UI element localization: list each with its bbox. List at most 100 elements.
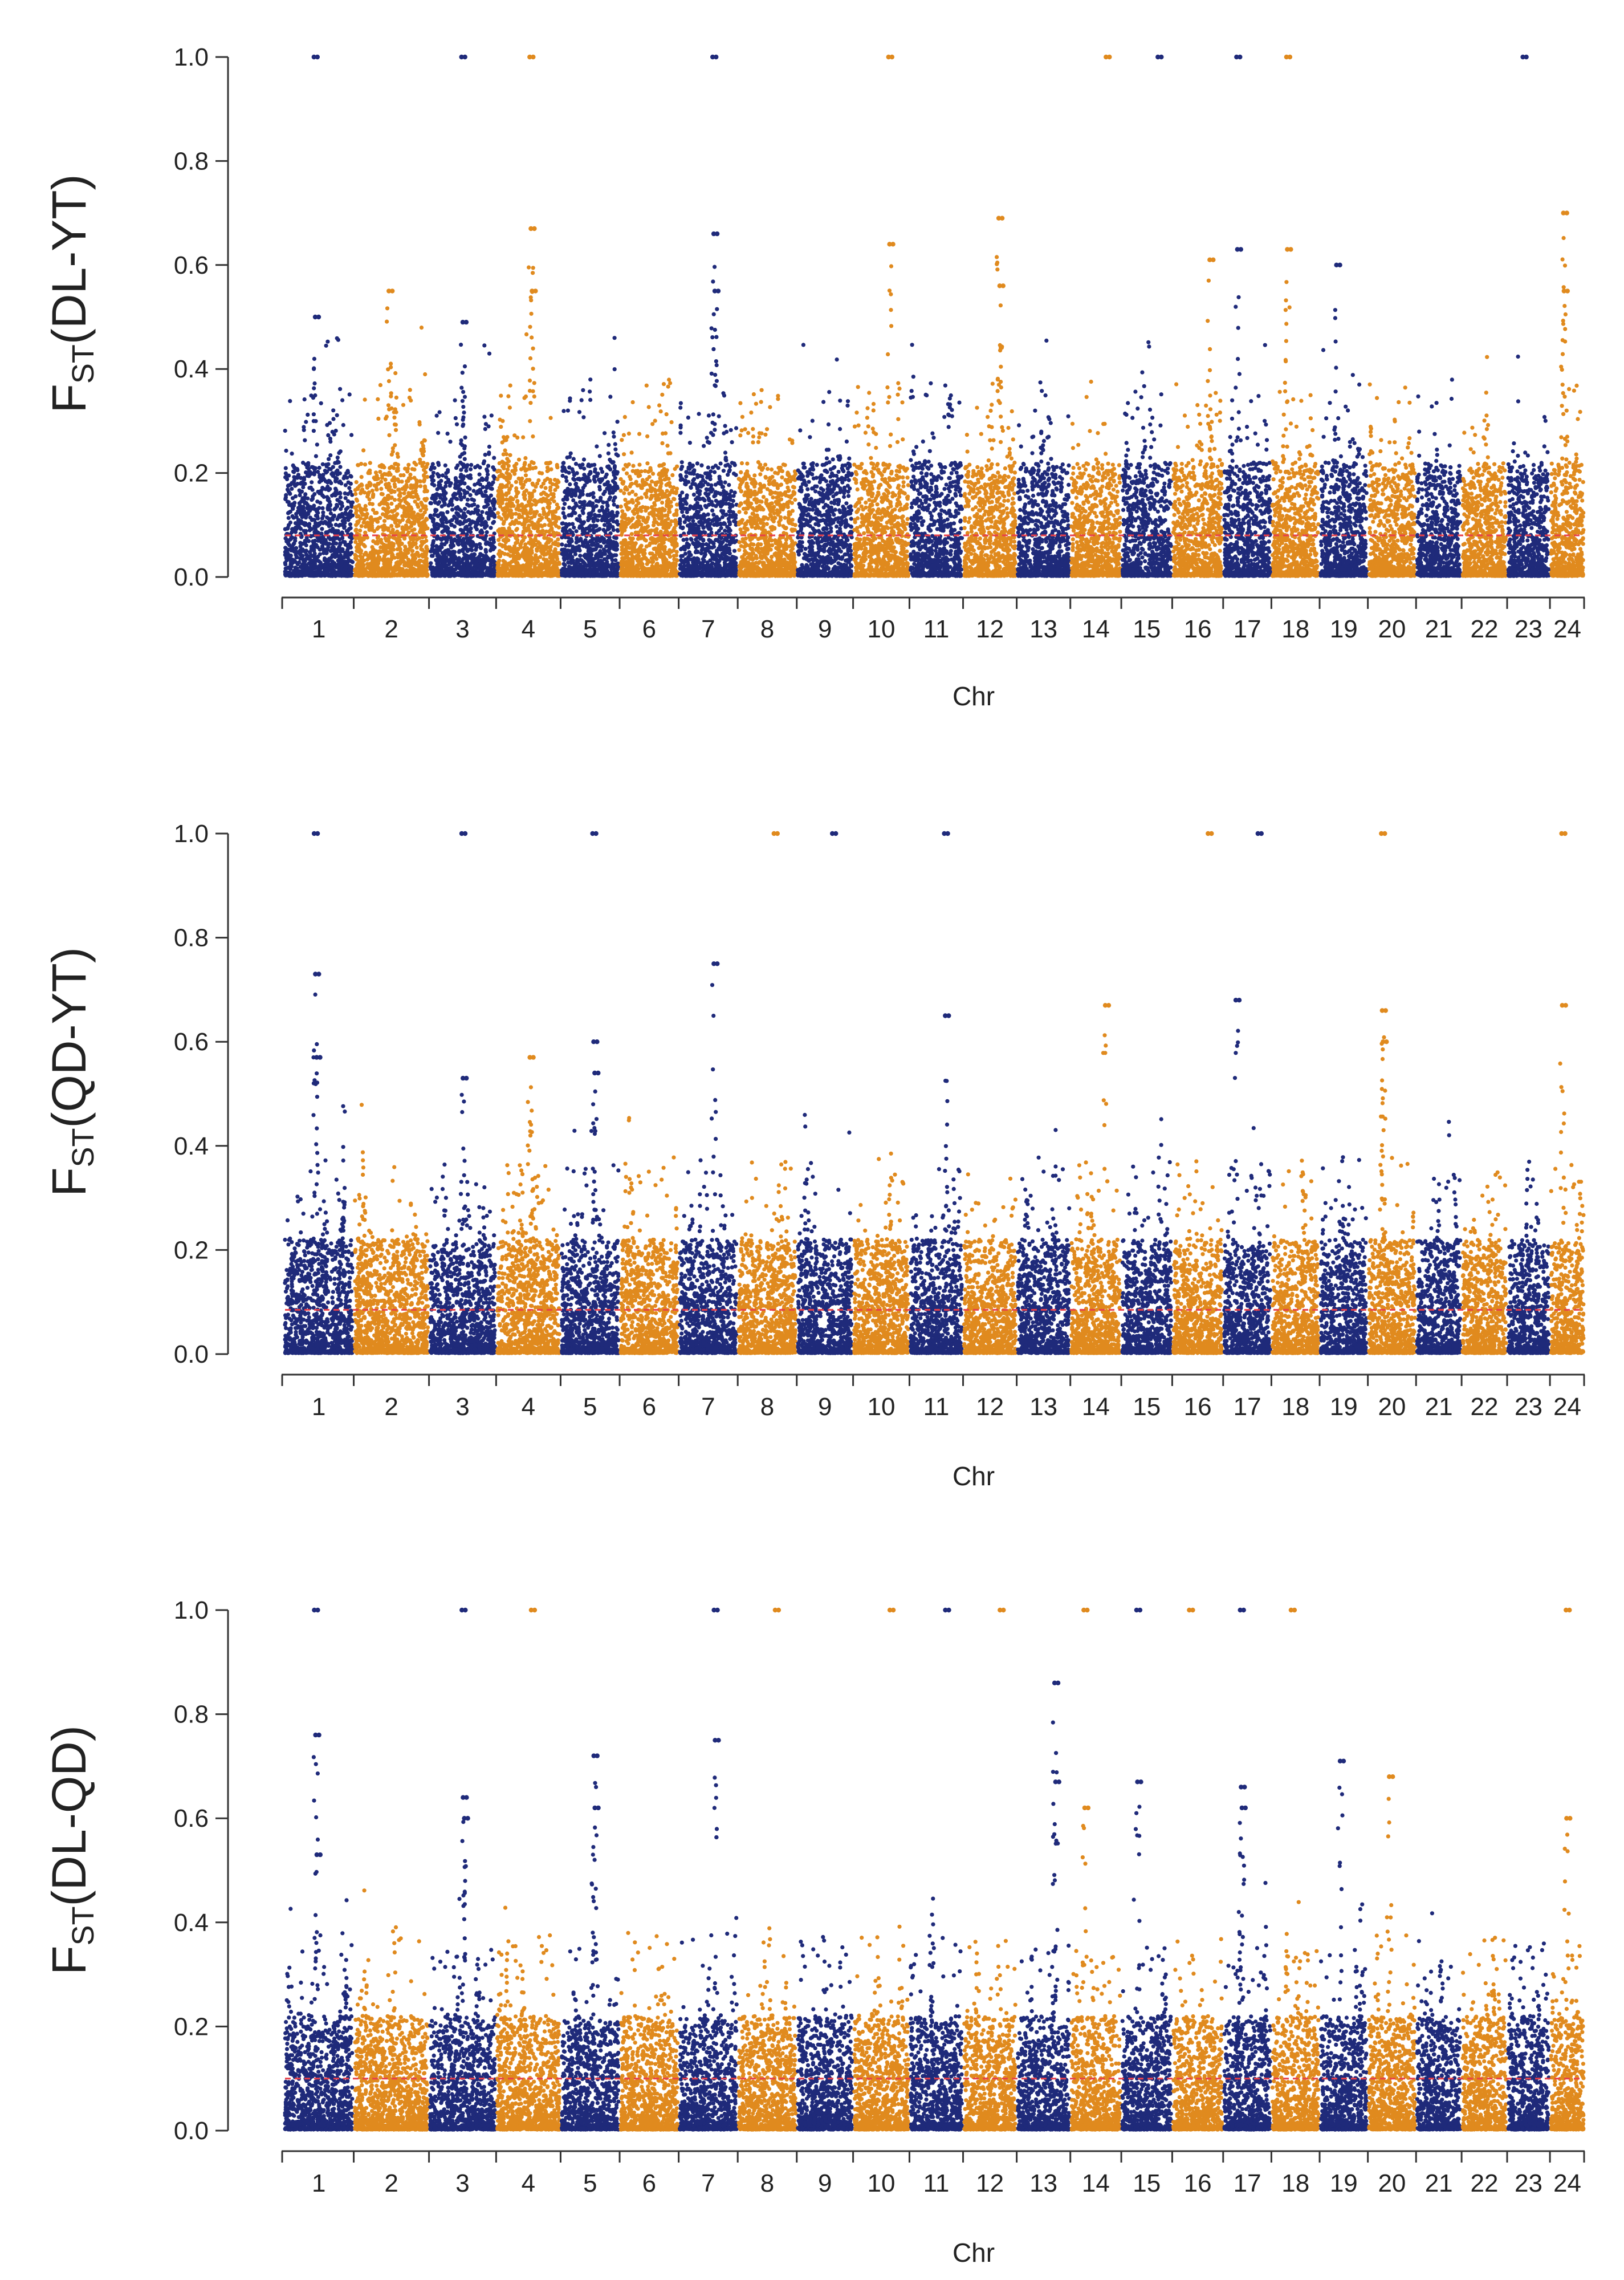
- fst-point: [288, 554, 292, 558]
- fst-point: [302, 428, 306, 432]
- fst-point: [378, 470, 382, 474]
- fst-point: [301, 563, 305, 567]
- fst-point: [286, 511, 290, 515]
- fst-point: [416, 497, 420, 501]
- fst-point: [319, 521, 323, 525]
- fst-point: [318, 547, 322, 551]
- fst-point: [312, 381, 316, 385]
- fst-point: [284, 554, 288, 558]
- fst-point: [305, 567, 309, 571]
- fst-point: [389, 407, 393, 411]
- fst-point: [373, 476, 377, 480]
- fst-point: [309, 486, 313, 490]
- fst-point: [304, 571, 308, 575]
- fst-point: [318, 552, 322, 556]
- fst-point: [341, 423, 345, 427]
- fst-point: [288, 567, 292, 571]
- fst-point: [394, 428, 398, 432]
- fst-point: [336, 473, 340, 477]
- fst-point: [311, 472, 315, 475]
- fst-point: [294, 483, 298, 487]
- fst-point: [312, 546, 316, 550]
- fst-point: [405, 469, 409, 473]
- fst-point: [348, 490, 352, 494]
- fst-point: [347, 567, 351, 571]
- y-tick-label: 0.6: [174, 251, 209, 279]
- y-tick-label: 0.4: [174, 355, 209, 383]
- fst-point: [287, 543, 291, 547]
- fst-point: [333, 506, 337, 510]
- fst-point: [315, 555, 319, 559]
- fst-point: [315, 570, 319, 574]
- fst-point: [344, 496, 348, 500]
- fst-point: [283, 572, 287, 576]
- fst-point: [290, 558, 294, 562]
- fst-point: [306, 470, 310, 474]
- y-tick-label: 0.2: [174, 460, 209, 487]
- fst-point: [340, 398, 344, 402]
- fst-point: [331, 408, 335, 412]
- fst-point: [329, 472, 333, 476]
- fst-point: [348, 522, 352, 526]
- fst-point: [312, 467, 316, 471]
- fst-point: [343, 491, 347, 495]
- fst-point: [349, 433, 353, 437]
- fst-point: [408, 396, 412, 400]
- fst-point: [315, 510, 319, 514]
- fst-point: [283, 475, 287, 479]
- fst-point: [328, 563, 332, 567]
- fst-point: [333, 490, 337, 494]
- fst-point: [411, 495, 415, 499]
- fst-point: [398, 547, 402, 551]
- fst-point: [337, 499, 341, 503]
- fst-point: [368, 497, 372, 501]
- fst-point: [344, 552, 348, 556]
- fst-point: [308, 515, 312, 519]
- fst-point: [355, 499, 359, 503]
- fst-point: [325, 485, 329, 489]
- fst-point: [338, 387, 342, 391]
- fst-point: [382, 519, 386, 523]
- fst-point: [320, 536, 324, 540]
- fst-point: [348, 564, 352, 568]
- fst-point: [287, 574, 291, 578]
- fst-point: [376, 397, 380, 401]
- data-points: [283, 55, 1586, 578]
- fst-point: [323, 547, 327, 551]
- fst-point: [319, 573, 323, 577]
- fst-point: [292, 465, 296, 469]
- fst-point: [328, 453, 332, 457]
- fst-point: [394, 462, 398, 466]
- fst-point: [290, 452, 294, 456]
- fst-point: [290, 514, 294, 518]
- fst-point: [364, 521, 368, 525]
- fst-point: [319, 401, 323, 405]
- fst-point: [288, 483, 292, 487]
- fst-point: [334, 429, 338, 433]
- fst-point: [333, 461, 337, 465]
- fst-point: [297, 510, 301, 514]
- y-tick-label: 1.0: [174, 43, 209, 71]
- fst-point: [318, 473, 321, 477]
- fst-point: [393, 443, 397, 447]
- fst-point: [306, 497, 310, 501]
- fst-point: [370, 545, 374, 549]
- fst-point: [313, 539, 317, 543]
- fst-point: [324, 558, 328, 562]
- fst-point: [353, 492, 357, 496]
- fst-point: [336, 338, 340, 342]
- chromosome-1-points: [283, 336, 355, 578]
- fst-point: [297, 560, 301, 564]
- fst-point: [306, 463, 310, 467]
- fst-point: [340, 547, 344, 551]
- fst-point: [287, 516, 291, 520]
- fst-point: [394, 396, 398, 400]
- fst-point: [412, 461, 416, 465]
- fst-point: [388, 535, 392, 539]
- fst-point: [310, 498, 314, 502]
- fst-point: [314, 454, 318, 458]
- fst-point: [337, 460, 341, 464]
- fst-point: [294, 550, 298, 554]
- fst-point: [334, 572, 338, 576]
- fst-point: [345, 529, 349, 533]
